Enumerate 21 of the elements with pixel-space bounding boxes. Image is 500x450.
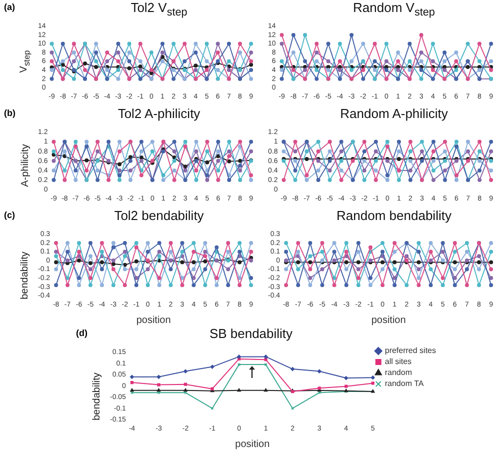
chart-title: Random A-philicity <box>339 106 449 122</box>
text: (c) <box>4 210 15 220</box>
chart-title: Random bendability <box>336 208 452 224</box>
x-axis-title: position <box>136 314 171 326</box>
text: (a) <box>4 2 15 12</box>
legend-label: preferred sites <box>384 346 436 356</box>
legend-label: random <box>384 368 412 378</box>
y-axis-title: bendability <box>92 372 102 420</box>
y-axis-title: bendability <box>20 251 30 299</box>
x-axis-title: position <box>371 314 406 326</box>
x-axis-title: position <box>235 438 270 450</box>
chart-title: SB bendability <box>208 326 294 342</box>
legend-label: all sites <box>384 357 412 366</box>
chart-title: Tol2 V$_{step}$ <box>130 0 188 21</box>
legend-label: random TA <box>384 379 424 388</box>
chart-title: Tol2 A-philicity <box>116 106 202 122</box>
chart-title: Random V$_{step}$ <box>352 0 436 21</box>
y-axis-title: A-philicity <box>20 144 31 186</box>
text: (d) <box>76 328 88 338</box>
chart-title: Tol2 bendability <box>113 208 205 224</box>
text: (b) <box>4 108 16 118</box>
